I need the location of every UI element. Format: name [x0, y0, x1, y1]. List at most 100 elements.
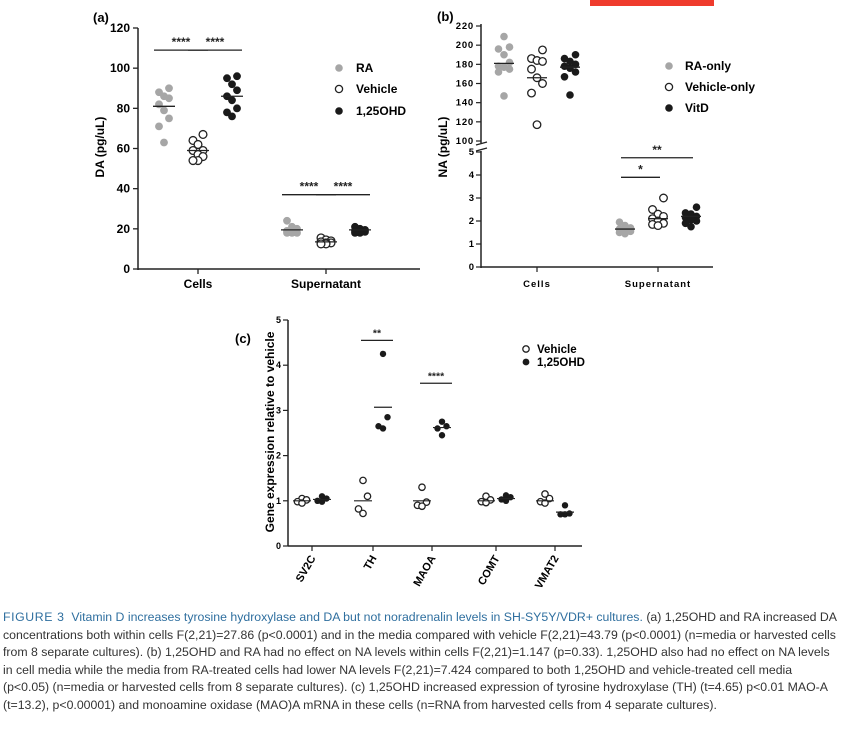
panel-c-point: [298, 499, 306, 507]
panel-c-point: [318, 498, 326, 505]
legend-ra-marker: [335, 64, 343, 72]
panel-b-ytick-label: 2: [469, 216, 474, 227]
panel-b-cat-0: Cells: [523, 279, 551, 290]
panel-c-ytick-label: 0: [276, 541, 281, 551]
figure-caption: FIGURE 3 Vitamin D increases tyrosine hy…: [3, 609, 841, 715]
panel-b-point: [692, 203, 701, 211]
panel-b-point: [500, 92, 508, 100]
panel-a-point: [188, 156, 198, 166]
panel-a-point: [228, 80, 236, 89]
legend-c-vehicle: Vehicle: [537, 344, 577, 356]
panel-b-point: [505, 43, 514, 51]
panel-b-ytick-label: 220: [456, 21, 474, 32]
panel-b-ytick-label: 5: [469, 147, 475, 158]
panel-b-point: [687, 222, 695, 231]
legend-vehicle-marker: [334, 84, 344, 94]
panel-b-ytick-label: 120: [456, 117, 474, 128]
panel-c-cat-comt: COMT: [476, 553, 503, 587]
legend-ra: RA: [356, 61, 374, 75]
panel-b-ytick-label: 160: [456, 79, 474, 90]
panel-c-point: [384, 413, 391, 421]
panel-c-ylabel: Gene expression relative to vehicle: [263, 331, 277, 532]
panel-b-cat-1: Supernatant: [625, 279, 691, 290]
panel-b-point: [566, 91, 574, 99]
panel-b-point: [505, 65, 514, 73]
legend-c-ohd-marker: [522, 358, 530, 366]
caption-label: FIGURE 3: [3, 610, 65, 624]
panel-c-ytick-label: 5: [276, 315, 281, 325]
panel-a-sig-3-label: ****: [334, 180, 353, 194]
panel-c-point: [323, 495, 330, 502]
panel-a-point: [233, 86, 241, 95]
panel-b-point: [571, 60, 580, 69]
panel-b-ytick-label: 140: [456, 98, 474, 109]
panel-c-point: [379, 350, 387, 358]
panel-c-sig-0-label: **: [373, 327, 382, 339]
panel-a-ytick-label: 80: [117, 101, 131, 115]
panel-a-ytick-label: 120: [110, 21, 130, 35]
panel-a-point: [193, 139, 203, 150]
panel-b-point: [500, 50, 508, 59]
panel-b-axis-break: [475, 141, 488, 152]
panel-c-point: [438, 432, 446, 439]
panel-c-point: [418, 483, 426, 492]
panel-b: (b) NA (pg/uL) Cells Supernatant 1001201…: [436, 9, 755, 290]
panel-a-sig-1-label: ****: [206, 35, 225, 49]
panel-b-point: [659, 193, 668, 203]
legend-c-vehicle-marker: [522, 345, 530, 353]
panel-c-cat-th: TH: [362, 553, 380, 572]
panel-b-ylabel: NA (pg/uL): [436, 117, 450, 178]
panel-c-point: [541, 490, 549, 498]
legend-vitd: VitD: [685, 101, 709, 115]
panel-a-ytick-label: 60: [117, 142, 131, 156]
panel-a-point: [223, 74, 231, 83]
panel-a-point: [293, 228, 301, 237]
panel-c-cat-sv2c: SV2C: [294, 553, 319, 584]
panel-a-point: [155, 122, 163, 131]
panel-b-point: [500, 32, 508, 41]
legend-vitd-marker: [665, 104, 673, 112]
panel-b-ytick-label: 100: [456, 136, 474, 147]
panel-c-point: [561, 511, 569, 518]
panel-c-ytick-label: 3: [276, 405, 281, 415]
panel-b-point: [527, 64, 536, 74]
panel-c-point: [502, 497, 510, 504]
panel-b-point: [538, 45, 547, 55]
panel-c-point: [541, 499, 549, 507]
panel-a-cat-0: Cells: [184, 277, 213, 291]
panel-b-point: [681, 219, 690, 228]
legend-ra-only-marker: [665, 62, 673, 70]
panel-a-ytick-label: 40: [117, 182, 131, 196]
panel-a-point: [316, 239, 326, 249]
panel-a-point: [283, 228, 291, 237]
panel-a-point: [165, 94, 173, 103]
panel-b-point: [505, 58, 514, 67]
panel-b-point: [494, 45, 503, 53]
panel-c-point: [418, 502, 426, 511]
panel-b-point: [571, 68, 580, 76]
panel-c-legend: Vehicle 1,25OHD: [522, 344, 585, 369]
legend-ra-only: RA-only: [685, 59, 731, 73]
panel-c-point: [545, 494, 554, 503]
panel-c-point: [379, 425, 387, 432]
panel-c-point: [561, 502, 569, 509]
panel-a-ytick-label: 20: [117, 222, 131, 236]
caption-title: Vitamin D increases tyrosine hydroxylase…: [71, 610, 643, 624]
panel-a-sig-0-label: ****: [172, 35, 191, 49]
panel-b-ytick-label: 4: [469, 170, 475, 181]
panel-a-ylabel: DA (pg/uL): [93, 117, 107, 178]
panel-c-point: [359, 476, 367, 485]
panel-a-legend: RA Vehicle 1,25OHD: [334, 61, 406, 118]
panel-a-cat-1: Supernatant: [291, 277, 361, 291]
panel-b-point: [653, 221, 663, 231]
panel-b-point: [648, 205, 657, 214]
panel-c-point: [363, 492, 372, 501]
legend-vehicle-only-marker: [664, 82, 674, 92]
panel-c-ytick-label: 2: [276, 451, 281, 461]
panel-a-point: [351, 228, 359, 237]
panel-b-point: [615, 218, 624, 226]
panel-c-ytick-label: 4: [276, 360, 281, 370]
panel-a-point: [198, 129, 208, 139]
panel-b-point: [538, 57, 547, 66]
panel-c-point: [438, 418, 446, 425]
